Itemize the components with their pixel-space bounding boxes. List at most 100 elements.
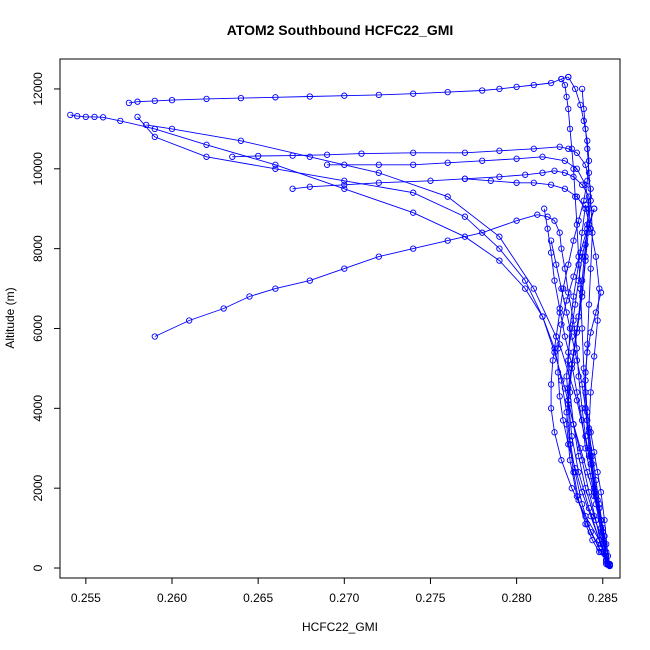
data-point xyxy=(67,111,74,119)
data-point xyxy=(573,397,581,404)
data-point xyxy=(410,161,417,168)
data-point xyxy=(530,81,537,89)
data-point xyxy=(556,143,563,150)
y-tick-label: 0 xyxy=(31,564,45,571)
data-point xyxy=(561,169,569,176)
data-point xyxy=(566,125,574,133)
data-point xyxy=(565,73,572,81)
data-point xyxy=(410,149,417,156)
data-point xyxy=(237,94,245,102)
series-profile-12 xyxy=(547,73,613,568)
data-point xyxy=(575,453,582,460)
data-point xyxy=(577,101,584,109)
data-point xyxy=(585,169,593,176)
data-point xyxy=(591,493,598,500)
data-point xyxy=(572,465,579,472)
data-point xyxy=(572,193,579,200)
data-point xyxy=(561,333,569,340)
data-point xyxy=(591,205,598,212)
series-line xyxy=(557,208,609,564)
data-point xyxy=(558,75,565,83)
data-layer xyxy=(67,73,613,570)
data-point xyxy=(554,345,562,352)
data-point xyxy=(582,405,589,412)
data-point xyxy=(549,357,556,364)
data-point xyxy=(99,114,107,121)
data-point xyxy=(570,273,577,280)
data-point xyxy=(522,277,529,284)
data-point xyxy=(563,373,570,380)
data-point xyxy=(584,137,591,144)
data-point xyxy=(168,96,176,104)
series-line xyxy=(464,178,611,566)
data-point xyxy=(547,237,555,244)
data-point xyxy=(597,489,605,496)
data-point xyxy=(584,177,591,184)
data-point xyxy=(530,145,537,152)
data-point xyxy=(82,113,89,121)
data-point xyxy=(151,125,158,133)
data-point xyxy=(596,548,603,556)
data-point xyxy=(580,117,587,125)
data-point xyxy=(584,229,591,236)
data-point xyxy=(585,157,593,164)
data-point xyxy=(578,293,586,300)
data-point xyxy=(592,477,600,484)
data-point xyxy=(74,112,81,120)
data-point xyxy=(479,229,486,236)
data-point xyxy=(479,87,486,94)
x-tick-label: 0.280 xyxy=(502,591,532,605)
data-point xyxy=(599,524,606,532)
series-line xyxy=(154,214,607,563)
y-tick-label: 8000 xyxy=(31,235,45,262)
data-point xyxy=(561,81,569,89)
data-point xyxy=(125,99,133,107)
y-tick-label: 10000 xyxy=(31,152,45,186)
data-point xyxy=(565,397,572,404)
data-point xyxy=(539,153,546,160)
data-point xyxy=(220,305,227,312)
data-point xyxy=(272,94,279,101)
data-point xyxy=(289,185,296,192)
data-point xyxy=(561,185,569,192)
data-point xyxy=(596,500,603,508)
series-line xyxy=(137,116,607,565)
data-point xyxy=(587,185,594,192)
data-point xyxy=(496,257,503,264)
data-point xyxy=(568,325,575,332)
data-point xyxy=(563,309,570,316)
x-tick-label: 0.285 xyxy=(588,591,618,605)
data-point xyxy=(513,155,520,162)
data-point xyxy=(246,293,253,300)
data-point xyxy=(513,83,520,91)
data-point xyxy=(117,117,124,125)
data-point xyxy=(91,113,98,121)
data-point xyxy=(513,217,520,224)
data-point xyxy=(375,169,382,176)
data-point xyxy=(587,429,594,436)
data-point xyxy=(237,137,245,144)
data-point xyxy=(578,85,586,93)
data-point xyxy=(496,85,503,93)
data-point xyxy=(323,161,331,168)
data-point xyxy=(306,93,313,100)
chart-title: ATOM2 Southbound HCFC22_GMI xyxy=(227,22,454,38)
series-profile-18 xyxy=(547,237,610,556)
data-point xyxy=(551,429,558,436)
data-point xyxy=(203,141,210,148)
data-point xyxy=(584,409,591,416)
series-profile-16 xyxy=(563,205,613,568)
data-point xyxy=(573,357,581,364)
x-tick-label: 0.270 xyxy=(329,591,359,605)
data-point xyxy=(556,305,563,312)
data-point xyxy=(272,161,279,168)
data-point xyxy=(572,85,579,93)
series-line xyxy=(567,204,611,565)
y-axis: 0 2000 4000 6000 8000 10000 12000 xyxy=(31,72,61,571)
data-point xyxy=(556,229,563,236)
data-point xyxy=(566,325,574,332)
data-point xyxy=(606,561,613,568)
data-point xyxy=(578,489,586,496)
data-point xyxy=(341,265,348,272)
data-point xyxy=(272,285,279,292)
